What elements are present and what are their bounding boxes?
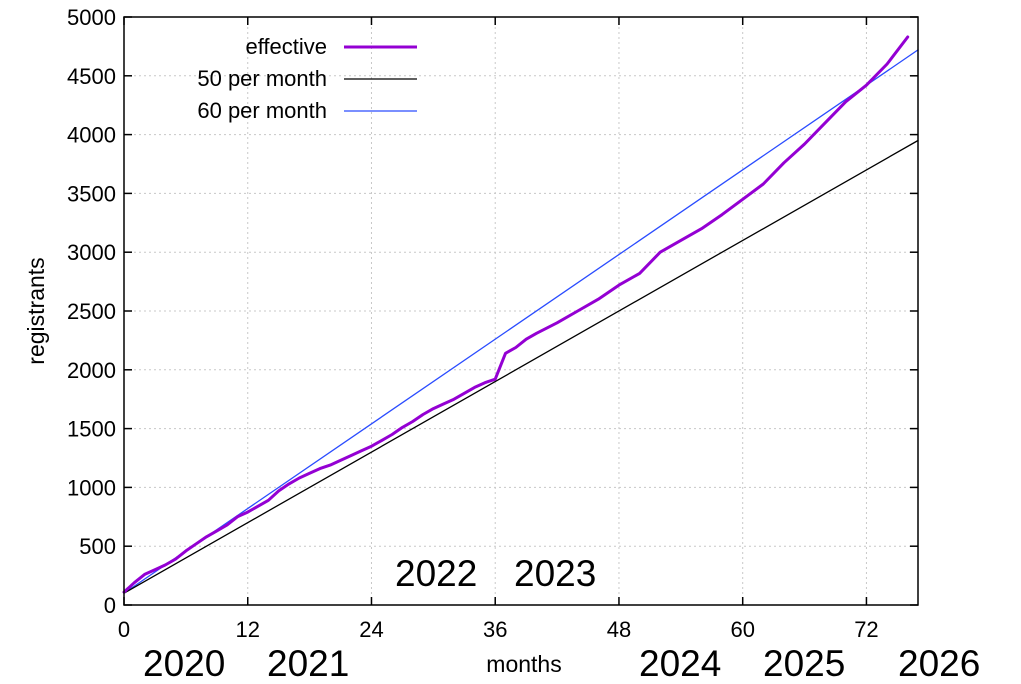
grid <box>124 17 918 605</box>
y-tick-label: 1000 <box>67 475 116 500</box>
legend: effective 50 per month 60 per month <box>197 34 417 123</box>
year-annotation: 2020 <box>143 643 225 684</box>
y-axis-title: registrants <box>23 257 49 364</box>
series-line-50-per-month <box>123 139 919 594</box>
x-tick-label: 36 <box>483 617 507 642</box>
x-axis-title: months <box>486 651 561 677</box>
y-tick-label: 2000 <box>67 358 116 383</box>
series-layer <box>122 35 919 594</box>
x-tick-label: 24 <box>359 617 383 642</box>
series-line-60-per-month <box>123 49 919 594</box>
x-tick-label: 0 <box>118 617 130 642</box>
year-annotation: 2023 <box>514 553 596 594</box>
year-annotation: 2026 <box>898 643 980 684</box>
y-tick-label: 500 <box>79 534 116 559</box>
y-tick-label: 0 <box>104 593 116 618</box>
x-tick-label: 12 <box>235 617 259 642</box>
year-annotation: 2024 <box>639 643 721 684</box>
legend-label: 50 per month <box>197 66 327 91</box>
year-annotation: 2025 <box>763 643 845 684</box>
labels: 0 500 1000 1500 2000 2500 3000 3500 4000 4500 5000… <box>23 5 879 677</box>
legend-label: effective <box>245 34 327 59</box>
y-tick-label: 4000 <box>67 123 116 148</box>
y-tick-label: 3000 <box>67 240 116 265</box>
year-annotation: 2022 <box>395 553 477 594</box>
year-annotations: 2020 2021 2022 2023 2024 2025 2026 <box>143 553 980 684</box>
x-tick-label: 72 <box>854 617 878 642</box>
y-tick-label: 5000 <box>67 5 116 30</box>
ticks <box>123 16 918 606</box>
y-tick-label: 3500 <box>67 181 116 206</box>
y-tick-label: 1500 <box>67 417 116 442</box>
y-tick-label: 4500 <box>67 64 116 89</box>
y-tick-label: 2500 <box>67 299 116 324</box>
legend-label: 60 per month <box>197 98 327 123</box>
x-tick-label: 48 <box>607 617 631 642</box>
series-line-effective <box>122 35 910 594</box>
year-annotation: 2021 <box>267 643 349 684</box>
x-tick-label: 60 <box>730 617 754 642</box>
